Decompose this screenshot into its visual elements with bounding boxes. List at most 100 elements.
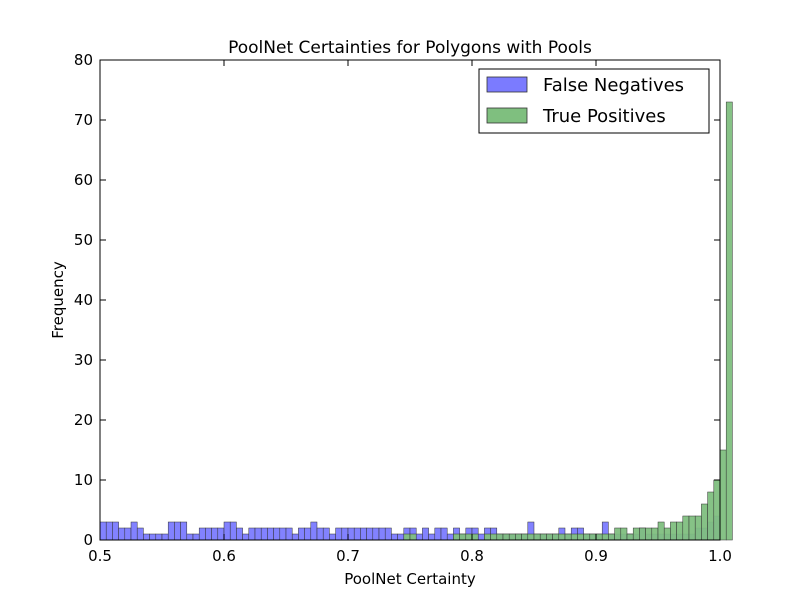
- bar: [471, 533, 479, 541]
- bar: [713, 479, 721, 541]
- bar: [694, 515, 702, 541]
- bar: [428, 533, 436, 541]
- bar: [391, 533, 398, 541]
- bar: [521, 533, 529, 541]
- bar: [403, 533, 411, 541]
- bar: [589, 533, 597, 541]
- bar: [577, 533, 584, 541]
- bar: [347, 527, 355, 541]
- bar: [105, 521, 113, 541]
- bar: [434, 527, 442, 541]
- bar: [341, 527, 349, 541]
- bar: [682, 515, 690, 541]
- bar: [304, 527, 312, 541]
- y-tick-label: 60: [74, 171, 93, 189]
- bar: [484, 533, 491, 541]
- bar: [149, 533, 157, 541]
- y-tick-label: 50: [74, 231, 93, 249]
- bar: [161, 533, 169, 541]
- bar: [527, 533, 535, 541]
- bar: [645, 527, 653, 541]
- bar: [242, 533, 250, 541]
- bar: [291, 533, 299, 541]
- x-axis-label: PoolNet Certainty: [344, 570, 476, 588]
- bar: [186, 533, 194, 541]
- y-tick-label: 40: [74, 291, 93, 309]
- x-tick-label: 0.6: [212, 547, 236, 565]
- bar: [397, 533, 405, 541]
- bar: [595, 533, 603, 541]
- bar: [236, 527, 243, 541]
- bar: [229, 521, 237, 541]
- x-tick-label: 1.0: [708, 547, 732, 565]
- bar: [415, 533, 423, 541]
- bar: [422, 527, 429, 541]
- legend-swatch-true-positives: [486, 107, 528, 124]
- bar: [508, 533, 516, 541]
- bar: [701, 503, 708, 541]
- bar: [316, 527, 324, 541]
- legend-swatch-false-negatives: [486, 76, 528, 93]
- bar: [608, 533, 615, 541]
- bar: [496, 533, 504, 541]
- bar: [546, 533, 553, 541]
- legend: False Negatives True Positives: [478, 68, 710, 134]
- bar: [167, 521, 175, 541]
- bar: [124, 527, 132, 541]
- bar: [130, 521, 138, 541]
- bar: [223, 521, 231, 541]
- bar: [378, 527, 386, 541]
- bar: [651, 527, 659, 541]
- bar: [211, 527, 219, 541]
- bar: [477, 533, 485, 541]
- y-tick-label: 70: [74, 111, 93, 129]
- bar: [539, 533, 547, 541]
- bar: [657, 521, 665, 541]
- bar: [112, 521, 119, 541]
- bar: [360, 527, 367, 541]
- bar: [707, 491, 715, 541]
- bar: [118, 527, 126, 541]
- legend-label-true-positives: True Positives: [542, 106, 666, 127]
- bar: [254, 527, 262, 541]
- bar: [620, 527, 628, 541]
- bar: [533, 533, 541, 541]
- bar: [670, 521, 677, 541]
- bar: [626, 533, 634, 541]
- bar: [570, 533, 578, 541]
- bar: [453, 533, 460, 541]
- y-tick-label: 30: [74, 351, 93, 369]
- bar: [372, 527, 380, 541]
- bar: [465, 533, 473, 541]
- bar: [180, 521, 188, 541]
- bar: [366, 527, 374, 541]
- bar: [564, 533, 572, 541]
- y-tick-label: 20: [74, 411, 93, 429]
- bar: [446, 533, 454, 541]
- bar: [335, 527, 343, 541]
- bar: [285, 527, 293, 541]
- bar: [502, 533, 510, 541]
- bar: [459, 533, 467, 541]
- bar: [632, 527, 640, 541]
- y-tick-label: 80: [74, 51, 93, 69]
- series-1: [403, 101, 733, 541]
- bar: [192, 533, 200, 541]
- y-axis-label: Frequency: [49, 261, 67, 339]
- x-tick-label: 0.7: [336, 547, 360, 565]
- x-tick-label: 0.9: [584, 547, 608, 565]
- legend-label-false-negatives: False Negatives: [543, 75, 684, 96]
- bar: [155, 533, 163, 541]
- bar: [217, 527, 225, 541]
- x-tick-label: 0.8: [460, 547, 484, 565]
- bar: [279, 527, 287, 541]
- bar: [136, 527, 144, 541]
- bar: [725, 101, 733, 541]
- x-tick-label: 0.5: [88, 547, 112, 565]
- bar: [143, 533, 150, 541]
- bar: [639, 527, 646, 541]
- y-tick-label: 0: [83, 531, 93, 549]
- bar: [384, 527, 392, 541]
- bar: [601, 533, 609, 541]
- bar: [552, 533, 560, 541]
